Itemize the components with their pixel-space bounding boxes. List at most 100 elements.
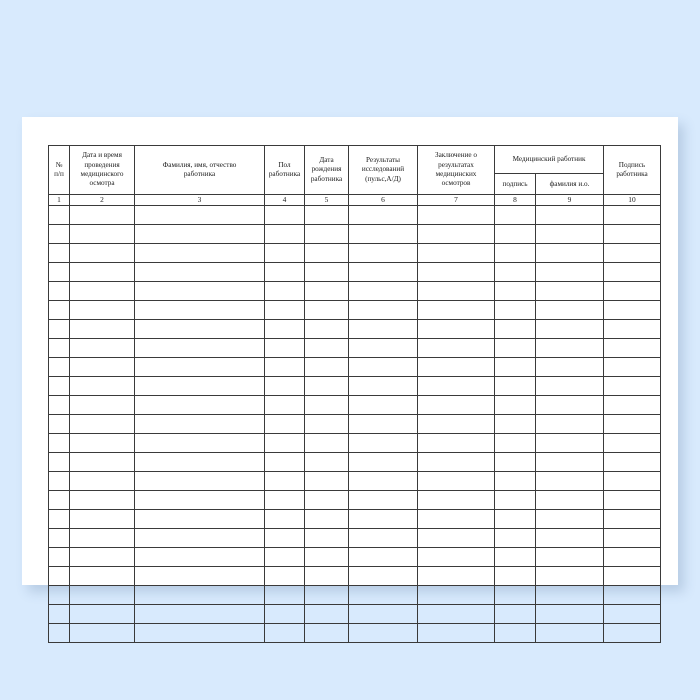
table-cell[interactable] — [264, 471, 305, 491]
table-cell[interactable] — [69, 471, 135, 491]
table-cell[interactable] — [348, 547, 418, 567]
table-cell[interactable] — [417, 566, 495, 586]
table-cell[interactable] — [304, 490, 349, 510]
table-cell[interactable] — [134, 300, 265, 320]
table-cell[interactable] — [134, 490, 265, 510]
table-cell[interactable] — [48, 300, 70, 320]
table-cell[interactable] — [134, 338, 265, 358]
table-cell[interactable] — [264, 281, 305, 301]
table-cell[interactable] — [535, 395, 604, 415]
table-cell[interactable] — [69, 547, 135, 567]
table-cell[interactable] — [69, 528, 135, 548]
table-cell[interactable] — [48, 224, 70, 244]
table-cell[interactable] — [603, 490, 661, 510]
table-row[interactable] — [48, 528, 661, 548]
table-cell[interactable] — [417, 490, 495, 510]
table-cell[interactable] — [69, 395, 135, 415]
table-cell[interactable] — [48, 414, 70, 434]
table-cell[interactable] — [69, 243, 135, 263]
table-row[interactable] — [48, 224, 661, 244]
table-cell[interactable] — [535, 262, 604, 282]
table-cell[interactable] — [304, 452, 349, 472]
table-cell[interactable] — [48, 433, 70, 453]
table-cell[interactable] — [134, 262, 265, 282]
table-cell[interactable] — [535, 414, 604, 434]
table-cell[interactable] — [304, 623, 349, 643]
table-cell[interactable] — [494, 262, 536, 282]
table-cell[interactable] — [417, 224, 495, 244]
table-cell[interactable] — [494, 528, 536, 548]
table-cell[interactable] — [535, 604, 604, 624]
table-cell[interactable] — [304, 433, 349, 453]
table-cell[interactable] — [134, 414, 265, 434]
table-cell[interactable] — [535, 566, 604, 586]
table-row[interactable] — [48, 490, 661, 510]
table-cell[interactable] — [48, 376, 70, 396]
table-cell[interactable] — [348, 604, 418, 624]
table-cell[interactable] — [603, 566, 661, 586]
table-cell[interactable] — [264, 490, 305, 510]
table-cell[interactable] — [264, 509, 305, 529]
table-cell[interactable] — [264, 224, 305, 244]
table-cell[interactable] — [494, 623, 536, 643]
table-cell[interactable] — [603, 243, 661, 263]
table-cell[interactable] — [494, 452, 536, 472]
table-cell[interactable] — [417, 319, 495, 339]
table-row[interactable] — [48, 281, 661, 301]
table-cell[interactable] — [264, 338, 305, 358]
table-cell[interactable] — [264, 205, 305, 225]
table-cell[interactable] — [603, 300, 661, 320]
table-cell[interactable] — [417, 585, 495, 605]
table-cell[interactable] — [494, 414, 536, 434]
table-cell[interactable] — [348, 224, 418, 244]
table-cell[interactable] — [417, 471, 495, 491]
table-cell[interactable] — [603, 224, 661, 244]
table-cell[interactable] — [48, 338, 70, 358]
table-row[interactable] — [48, 471, 661, 491]
table-cell[interactable] — [48, 509, 70, 529]
table-row[interactable] — [48, 357, 661, 377]
table-cell[interactable] — [417, 452, 495, 472]
table-cell[interactable] — [304, 509, 349, 529]
table-cell[interactable] — [535, 319, 604, 339]
table-cell[interactable] — [134, 623, 265, 643]
table-cell[interactable] — [264, 414, 305, 434]
table-cell[interactable] — [535, 433, 604, 453]
table-cell[interactable] — [603, 509, 661, 529]
table-cell[interactable] — [603, 376, 661, 396]
table-cell[interactable] — [304, 547, 349, 567]
table-cell[interactable] — [348, 509, 418, 529]
table-cell[interactable] — [69, 319, 135, 339]
table-cell[interactable] — [348, 338, 418, 358]
table-cell[interactable] — [69, 490, 135, 510]
table-cell[interactable] — [348, 566, 418, 586]
table-cell[interactable] — [304, 376, 349, 396]
table-cell[interactable] — [304, 566, 349, 586]
table-cell[interactable] — [304, 357, 349, 377]
table-row[interactable] — [48, 585, 661, 605]
table-cell[interactable] — [134, 604, 265, 624]
table-cell[interactable] — [304, 338, 349, 358]
table-cell[interactable] — [603, 471, 661, 491]
table-cell[interactable] — [417, 281, 495, 301]
table-row[interactable] — [48, 604, 661, 624]
table-row[interactable] — [48, 243, 661, 263]
table-cell[interactable] — [417, 376, 495, 396]
table-cell[interactable] — [535, 300, 604, 320]
table-cell[interactable] — [69, 414, 135, 434]
table-cell[interactable] — [48, 566, 70, 586]
table-cell[interactable] — [535, 585, 604, 605]
table-cell[interactable] — [494, 205, 536, 225]
table-cell[interactable] — [494, 490, 536, 510]
table-cell[interactable] — [494, 395, 536, 415]
table-row[interactable] — [48, 319, 661, 339]
table-cell[interactable] — [417, 338, 495, 358]
table-cell[interactable] — [417, 623, 495, 643]
table-cell[interactable] — [134, 205, 265, 225]
table-row[interactable] — [48, 376, 661, 396]
table-cell[interactable] — [348, 376, 418, 396]
table-cell[interactable] — [304, 604, 349, 624]
table-cell[interactable] — [603, 205, 661, 225]
table-cell[interactable] — [494, 433, 536, 453]
table-cell[interactable] — [348, 490, 418, 510]
